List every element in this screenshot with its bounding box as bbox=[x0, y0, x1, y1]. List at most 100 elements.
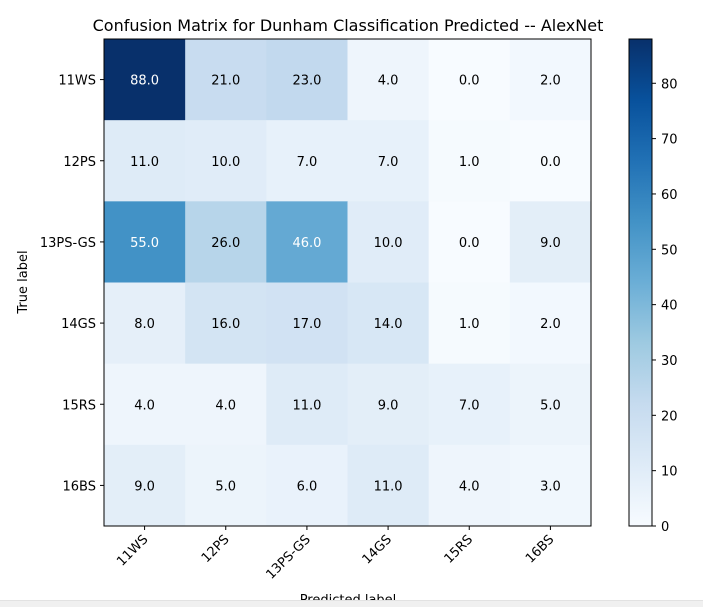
heatmap-cell bbox=[509, 39, 592, 121]
heatmap-cell bbox=[185, 120, 267, 202]
heatmap-cell bbox=[104, 282, 186, 365]
heatmap-cell bbox=[185, 282, 267, 365]
cell-value-label: 11.0 bbox=[292, 398, 321, 413]
cell-value-label: 11.0 bbox=[130, 155, 159, 170]
x-tick-label: 13PS-GS bbox=[263, 532, 313, 582]
cell-value-label: 6.0 bbox=[297, 479, 318, 494]
heatmap-cell bbox=[347, 444, 430, 527]
heatmap-cell bbox=[104, 120, 186, 202]
cell-value-label: 7.0 bbox=[459, 398, 480, 413]
colorbar-tick-label: 80 bbox=[661, 77, 678, 92]
heatmap-cell bbox=[185, 39, 267, 121]
x-axis-ticks: 11WS 12PS 13PS-GS 14GS 15RS 16BS bbox=[114, 526, 557, 583]
cell-value-label: 0.0 bbox=[540, 155, 561, 170]
heatmap-cell bbox=[266, 120, 348, 202]
heatmap-cell bbox=[104, 363, 186, 446]
cell-value-label: 55.0 bbox=[130, 236, 159, 251]
heatmap-cell bbox=[266, 282, 348, 365]
heatmap-cell bbox=[266, 363, 348, 446]
heatmap-cell bbox=[509, 120, 592, 202]
plot-frame bbox=[103, 38, 592, 527]
y-tick-label: 12PS bbox=[63, 155, 96, 170]
cell-value-label: 2.0 bbox=[540, 317, 561, 332]
cell-value-label: 2.0 bbox=[540, 74, 561, 89]
heatmap-cell bbox=[185, 201, 267, 283]
cell-value-label: 0.0 bbox=[459, 74, 480, 89]
chart-title: Confusion Matrix for Dunham Classificati… bbox=[93, 16, 604, 35]
cell-value-label: 0.0 bbox=[459, 236, 480, 251]
cell-value-label: 4.0 bbox=[459, 479, 480, 494]
colorbar-ticks: 0 10 20 30 40 50 60 70 80 bbox=[652, 77, 678, 535]
cell-value-label: 4.0 bbox=[134, 398, 155, 413]
cell-value-label: 10.0 bbox=[211, 155, 240, 170]
x-tick-label: 16BS bbox=[523, 532, 557, 566]
cell-value-label: 7.0 bbox=[378, 155, 399, 170]
heatmap-cell bbox=[509, 201, 592, 283]
cell-value-label: 1.0 bbox=[459, 317, 480, 332]
cell-value-label: 3.0 bbox=[540, 479, 561, 494]
colorbar-tick-label: 50 bbox=[661, 243, 678, 258]
heatmap-cell bbox=[347, 282, 430, 365]
heatmap-cell bbox=[347, 120, 430, 202]
y-tick-label: 16BS bbox=[63, 479, 96, 494]
cell-value-label: 9.0 bbox=[134, 479, 155, 494]
colorbar bbox=[628, 38, 653, 527]
heatmap-cell bbox=[104, 39, 186, 121]
heatmap-cell bbox=[509, 363, 592, 446]
cell-value-label: 9.0 bbox=[540, 236, 561, 251]
colorbar-tick-label: 30 bbox=[661, 354, 678, 369]
heatmap-cell bbox=[509, 282, 592, 365]
heatmap-cell bbox=[428, 444, 511, 527]
heatmap-cell bbox=[428, 363, 511, 446]
y-tick-label: 13PS-GS bbox=[40, 236, 96, 251]
colorbar-tick-label: 10 bbox=[661, 465, 678, 480]
cell-value-label: 7.0 bbox=[297, 155, 318, 170]
heatmap-cell bbox=[428, 282, 511, 365]
cell-value-label: 5.0 bbox=[215, 479, 236, 494]
heatmap-cell bbox=[428, 201, 511, 283]
cell-value-label: 1.0 bbox=[459, 155, 480, 170]
x-tick-label: 11WS bbox=[114, 532, 151, 569]
heatmap-cell bbox=[428, 39, 511, 121]
cell-value-label: 8.0 bbox=[134, 317, 155, 332]
heatmap-cell bbox=[509, 444, 592, 527]
colorbar-tick-label: 0 bbox=[661, 520, 669, 535]
colorbar-tick-label: 70 bbox=[661, 133, 678, 148]
cell-value-label: 11.0 bbox=[374, 479, 403, 494]
cell-value-label: 88.0 bbox=[130, 74, 159, 89]
heatmap-cell bbox=[428, 120, 511, 202]
cell-value-label: 26.0 bbox=[211, 236, 240, 251]
cell-value-label: 4.0 bbox=[215, 398, 236, 413]
cell-value-label: 5.0 bbox=[540, 398, 561, 413]
cell-value-label: 4.0 bbox=[378, 74, 399, 89]
cell-value-label: 9.0 bbox=[378, 398, 399, 413]
heatmap-cell bbox=[347, 39, 430, 121]
heatmap-cells: 88.0 21.0 23.0 4.0 0.0 2.0 11.0 10.0 7.0 7.0 1.0 0.… bbox=[104, 39, 592, 527]
heatmap-cell bbox=[185, 363, 267, 446]
cell-value-label: 23.0 bbox=[292, 74, 321, 89]
heatmap-cell bbox=[347, 363, 430, 446]
y-tick-label: 14GS bbox=[61, 317, 96, 332]
x-tick-label: 12PS bbox=[199, 532, 233, 566]
heatmap-cell bbox=[104, 444, 186, 527]
x-tick-label: 14GS bbox=[360, 532, 395, 567]
heatmap-cell bbox=[266, 201, 348, 283]
cell-value-label: 17.0 bbox=[292, 317, 321, 332]
window-bottom-edge bbox=[0, 600, 703, 607]
heatmap-cell bbox=[347, 201, 430, 283]
x-tick-label: 15RS bbox=[442, 532, 477, 567]
cell-value-label: 14.0 bbox=[374, 317, 403, 332]
y-tick-label: 11WS bbox=[58, 74, 96, 89]
heatmap-cell bbox=[104, 201, 186, 283]
y-axis-ticks: 11WS 12PS 13PS-GS 14GS 15RS 16BS bbox=[40, 74, 104, 494]
colorbar-tick-label: 60 bbox=[661, 188, 678, 203]
cell-value-label: 21.0 bbox=[211, 74, 240, 89]
heatmap-cell bbox=[266, 444, 348, 527]
heatmap-cell bbox=[266, 39, 348, 121]
cell-value-label: 46.0 bbox=[292, 236, 321, 251]
colorbar-tick-label: 40 bbox=[661, 299, 678, 314]
cell-value-label: 10.0 bbox=[374, 236, 403, 251]
cell-value-label: 16.0 bbox=[211, 317, 240, 332]
colorbar-tick-label: 20 bbox=[661, 409, 678, 424]
